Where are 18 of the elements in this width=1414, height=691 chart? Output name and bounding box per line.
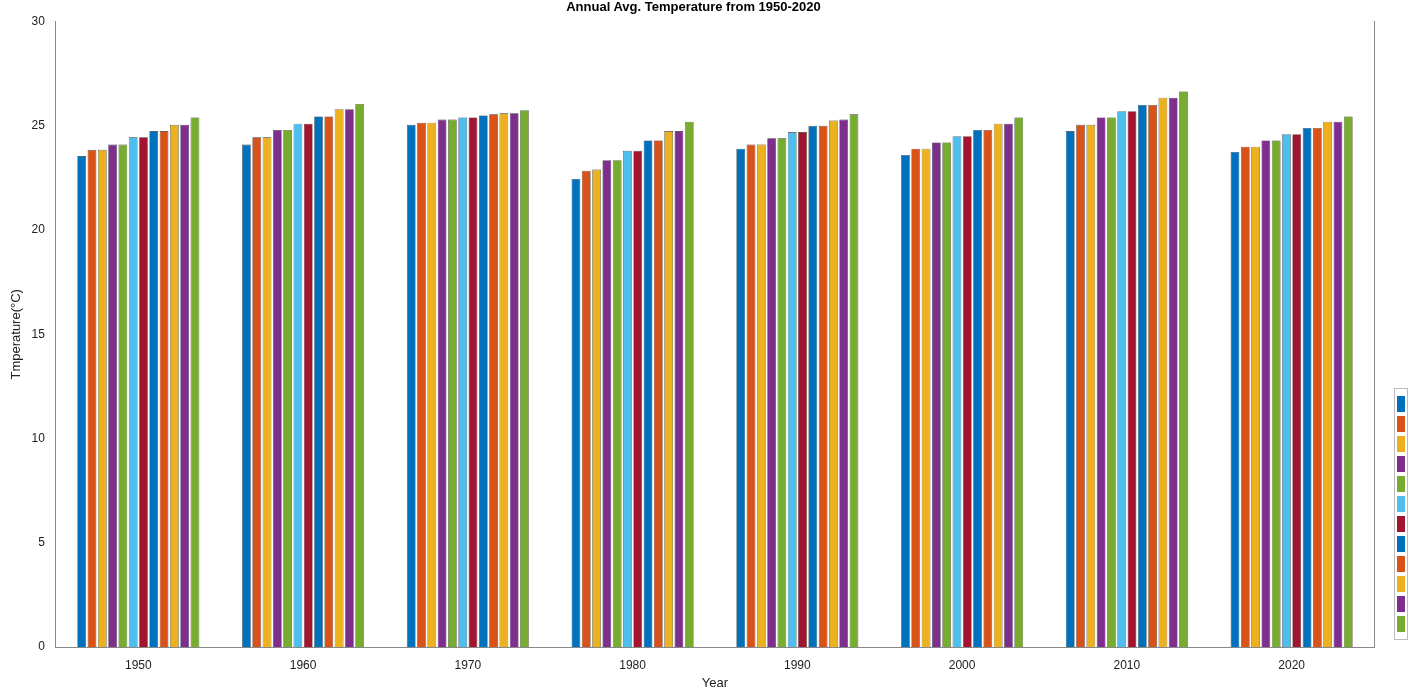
x-tick-label: 1990 xyxy=(784,657,812,672)
y-tick-label: 20 xyxy=(31,222,46,237)
y-tick-label: 0 xyxy=(38,639,46,654)
y-axis-title: Tmperature(°C) xyxy=(8,289,24,380)
y-tick-label: 5 xyxy=(38,535,46,550)
x-tick-label: 1970 xyxy=(454,657,482,672)
x-tick-label: 2010 xyxy=(1113,657,1141,672)
chart-title: Annual Avg. Temperature from 1950-2020 xyxy=(566,0,821,15)
y-tick-label: 10 xyxy=(31,430,46,445)
x-tick-label: 1960 xyxy=(289,657,317,672)
y-tick-label: 15 xyxy=(31,326,46,341)
y-tick-label: 30 xyxy=(31,13,46,28)
x-tick-label: 1950 xyxy=(124,657,152,672)
x-tick-label: 2020 xyxy=(1278,657,1306,672)
x-axis-title: Year xyxy=(701,674,729,690)
x-tick-label: 1980 xyxy=(619,657,647,672)
x-tick-label: 2000 xyxy=(948,657,976,672)
y-tick-label: 25 xyxy=(31,118,46,133)
